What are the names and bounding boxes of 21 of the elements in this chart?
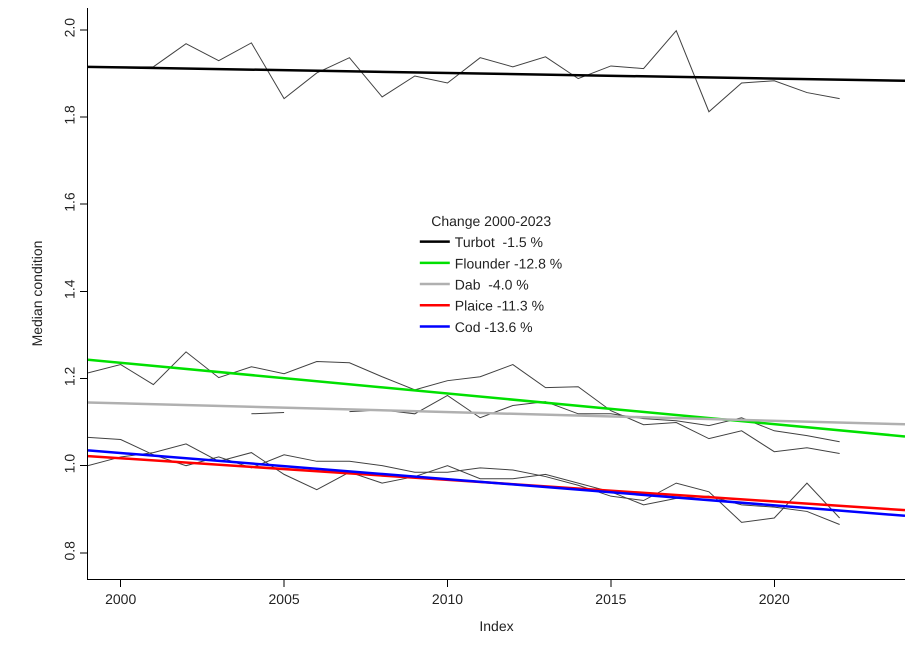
x-tick-label: 2010 bbox=[432, 590, 464, 607]
y-tick-label: 1.0 bbox=[61, 454, 78, 474]
x-tick-label: 2005 bbox=[268, 590, 300, 607]
y-tick-label: 0.8 bbox=[61, 540, 78, 560]
y-tick-label: 1.8 bbox=[61, 104, 78, 125]
y-tick-label: 1.6 bbox=[61, 192, 78, 212]
x-tick-label: 2020 bbox=[758, 590, 790, 607]
legend-label: Cod -13.6 % bbox=[454, 318, 533, 335]
legend-label: Flounder -12.8 % bbox=[454, 255, 562, 272]
legend-label: Turbot -1.5 % bbox=[454, 234, 543, 250]
x-tick-label: 2000 bbox=[105, 590, 136, 607]
legend-title: Change 2000-2023 bbox=[431, 213, 552, 230]
legend-label: Dab -4.0 % bbox=[454, 276, 529, 293]
legend-label: Plaice -11.3 % bbox=[454, 298, 544, 314]
y-tick-label: 1.4 bbox=[61, 279, 78, 299]
y-tick-label: 2.0 bbox=[61, 18, 78, 38]
y-tick-label: 1.2 bbox=[61, 366, 78, 386]
x-tick-label: 2015 bbox=[595, 590, 627, 607]
line-series bbox=[88, 351, 840, 454]
y-axis-title: Median condition bbox=[29, 240, 45, 346]
x-axis-title: Index bbox=[479, 618, 514, 634]
